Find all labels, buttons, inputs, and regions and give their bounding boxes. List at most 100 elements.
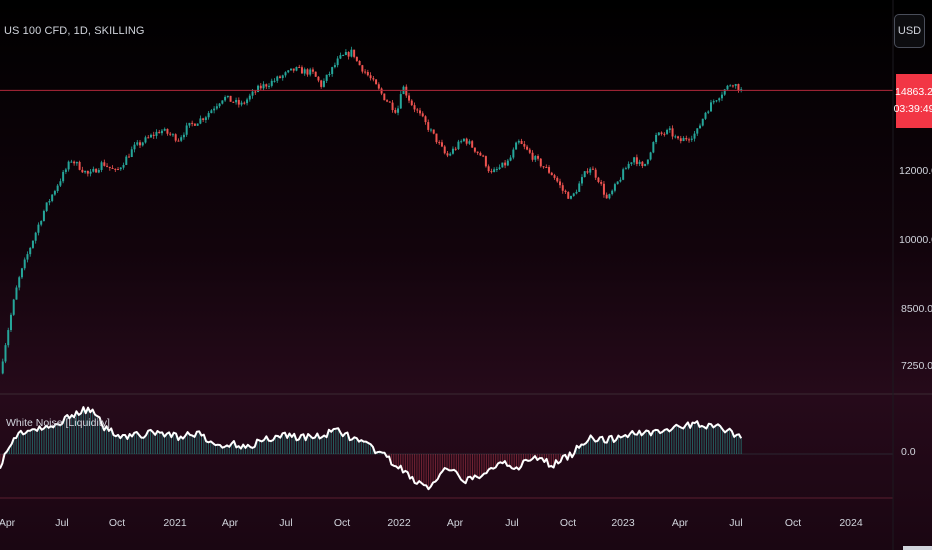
candle-body [704,112,707,119]
candle-body [449,153,452,156]
candle-body [372,78,375,80]
candle-body [622,169,625,180]
candle-body [75,161,78,164]
candle-body [600,181,603,184]
candle-body [737,84,740,91]
candle-body [314,71,317,77]
candle-body [128,156,131,158]
candle-body [468,141,471,144]
candle-body [504,162,507,166]
candle-body [188,122,191,126]
time-axis-label: 2023 [611,517,635,529]
candle-body [7,330,10,346]
candle-body [333,65,336,68]
candle-body [548,167,551,173]
candle-body [564,190,567,193]
candle-body [509,157,512,161]
candle-body [160,130,163,134]
candle-body [328,73,331,75]
candle-body [298,67,301,69]
candle-body [495,169,498,171]
candle-body [169,133,172,135]
candle-body [550,172,553,176]
candle-body [276,76,279,81]
candle-body [300,67,303,74]
candle-body [322,80,325,87]
candle-body [265,84,268,87]
candle-body [353,49,356,57]
candle-body [740,89,743,91]
candle-body [12,299,15,315]
time-axis-label: Oct [784,517,802,529]
candle-body [583,171,586,178]
candle-body [119,167,122,170]
time-axis-scrollbar[interactable] [903,546,932,550]
candle-body [67,161,70,170]
candle-body [652,142,655,153]
candle-body [424,116,427,123]
indicator-axis-label: 0.0 [901,446,916,458]
candle-body [174,134,177,141]
candle-body [344,52,347,56]
candle-body [515,142,518,150]
indicator-title[interactable]: White Noise [Liquidity] [6,417,110,429]
candle-body [490,171,493,173]
candle-body [73,161,76,164]
time-axis-label: Apr [0,517,16,529]
candle-body [712,101,715,103]
price-axis-label: 7250.0 [901,360,932,372]
candle-body [15,287,18,300]
candle-body [51,194,54,202]
candle-body [139,142,142,146]
candle-body [180,137,183,141]
candle-body [484,156,487,167]
candle-body [89,171,92,174]
candle-body [229,95,232,102]
candle-body [281,75,284,78]
candle-body [147,137,150,139]
candle-body [682,137,685,142]
candle-body [605,194,608,199]
candle-body [523,143,526,147]
candle-body [457,141,460,150]
candle-body [257,85,260,93]
candle-body [235,100,238,103]
time-axis-label: Oct [559,517,577,529]
candle-body [158,131,161,134]
candle-body [215,106,218,109]
candle-body [443,146,446,154]
candle-body [144,137,147,143]
candle-body [644,163,647,167]
candle-body [355,56,358,61]
candle-body [572,193,575,196]
candle-body [48,201,51,203]
candle-body [720,94,723,99]
candle-body [685,137,688,140]
time-axis-label: Oct [108,517,126,529]
candle-body [251,91,254,96]
candle-body [539,158,542,167]
candle-body [259,85,262,89]
candle-body [125,156,128,165]
candle-body [114,168,117,170]
candle-body [559,181,562,186]
symbol-title: US 100 CFD, 1D, SKILLING [4,25,145,37]
candle-body [191,122,194,124]
currency-button[interactable]: USD [894,14,925,48]
candle-body [498,167,501,170]
time-axis-label: 2024 [839,517,863,529]
candle-body [537,156,540,159]
candle-body [56,185,59,192]
candle-body [53,191,56,195]
candle-body [163,128,166,131]
candle-body [556,177,559,182]
candle-body [81,169,84,173]
candle-body [103,162,106,166]
candle-body [432,129,435,134]
candle-body [37,224,40,233]
candle-body [542,166,545,168]
last-price-value: 14863.2 [895,86,932,98]
candle-body [641,161,644,167]
candle-body [575,191,578,194]
